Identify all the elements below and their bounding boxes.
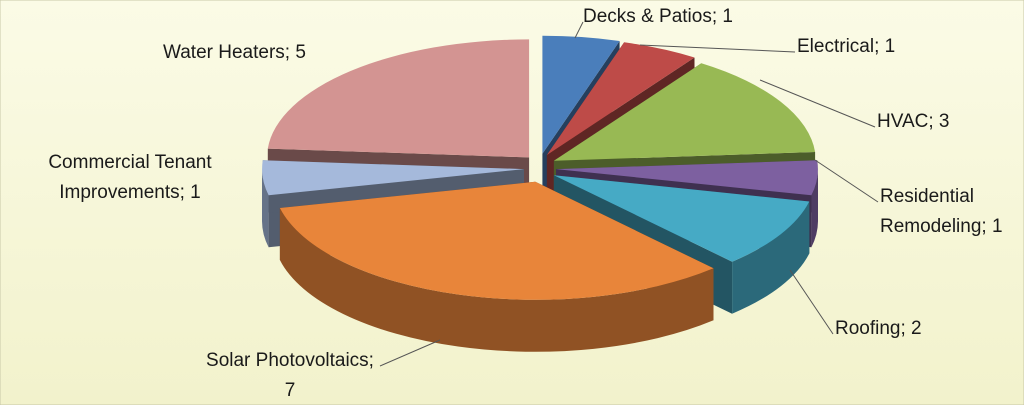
data-label: Residential Remodeling; 1	[880, 186, 1003, 237]
data-label: Electrical; 1	[797, 36, 895, 57]
data-label: Decks & Patios; 1	[583, 6, 733, 27]
data-label: Roofing; 2	[835, 318, 922, 339]
leader-line	[379, 339, 441, 367]
slice-side	[262, 169, 269, 248]
data-label: Solar Photovoltaics; 7	[206, 350, 374, 401]
slice	[262, 160, 524, 196]
data-label: HVAC; 3	[877, 111, 950, 132]
data-label: Commercial Tenant Improvements; 1	[48, 152, 212, 203]
pie	[262, 35, 818, 352]
leader-line	[574, 21, 584, 39]
slice-side	[811, 169, 818, 248]
slice	[553, 175, 810, 262]
slice	[267, 39, 530, 158]
leader-line	[814, 159, 879, 203]
leader-line	[759, 79, 876, 128]
data-label: Water Heaters; 5	[163, 42, 306, 63]
slice	[556, 160, 818, 196]
labels: Decks & Patios; 1 Electrical; 1 HVAC; 3 Res…	[48, 6, 1002, 401]
slice	[553, 63, 816, 161]
leader-line	[639, 44, 796, 53]
slice	[546, 42, 695, 155]
leader-line	[789, 269, 834, 335]
slice-side	[279, 208, 714, 352]
slice-side	[732, 201, 810, 314]
slice	[542, 35, 620, 154]
slice	[279, 181, 714, 300]
